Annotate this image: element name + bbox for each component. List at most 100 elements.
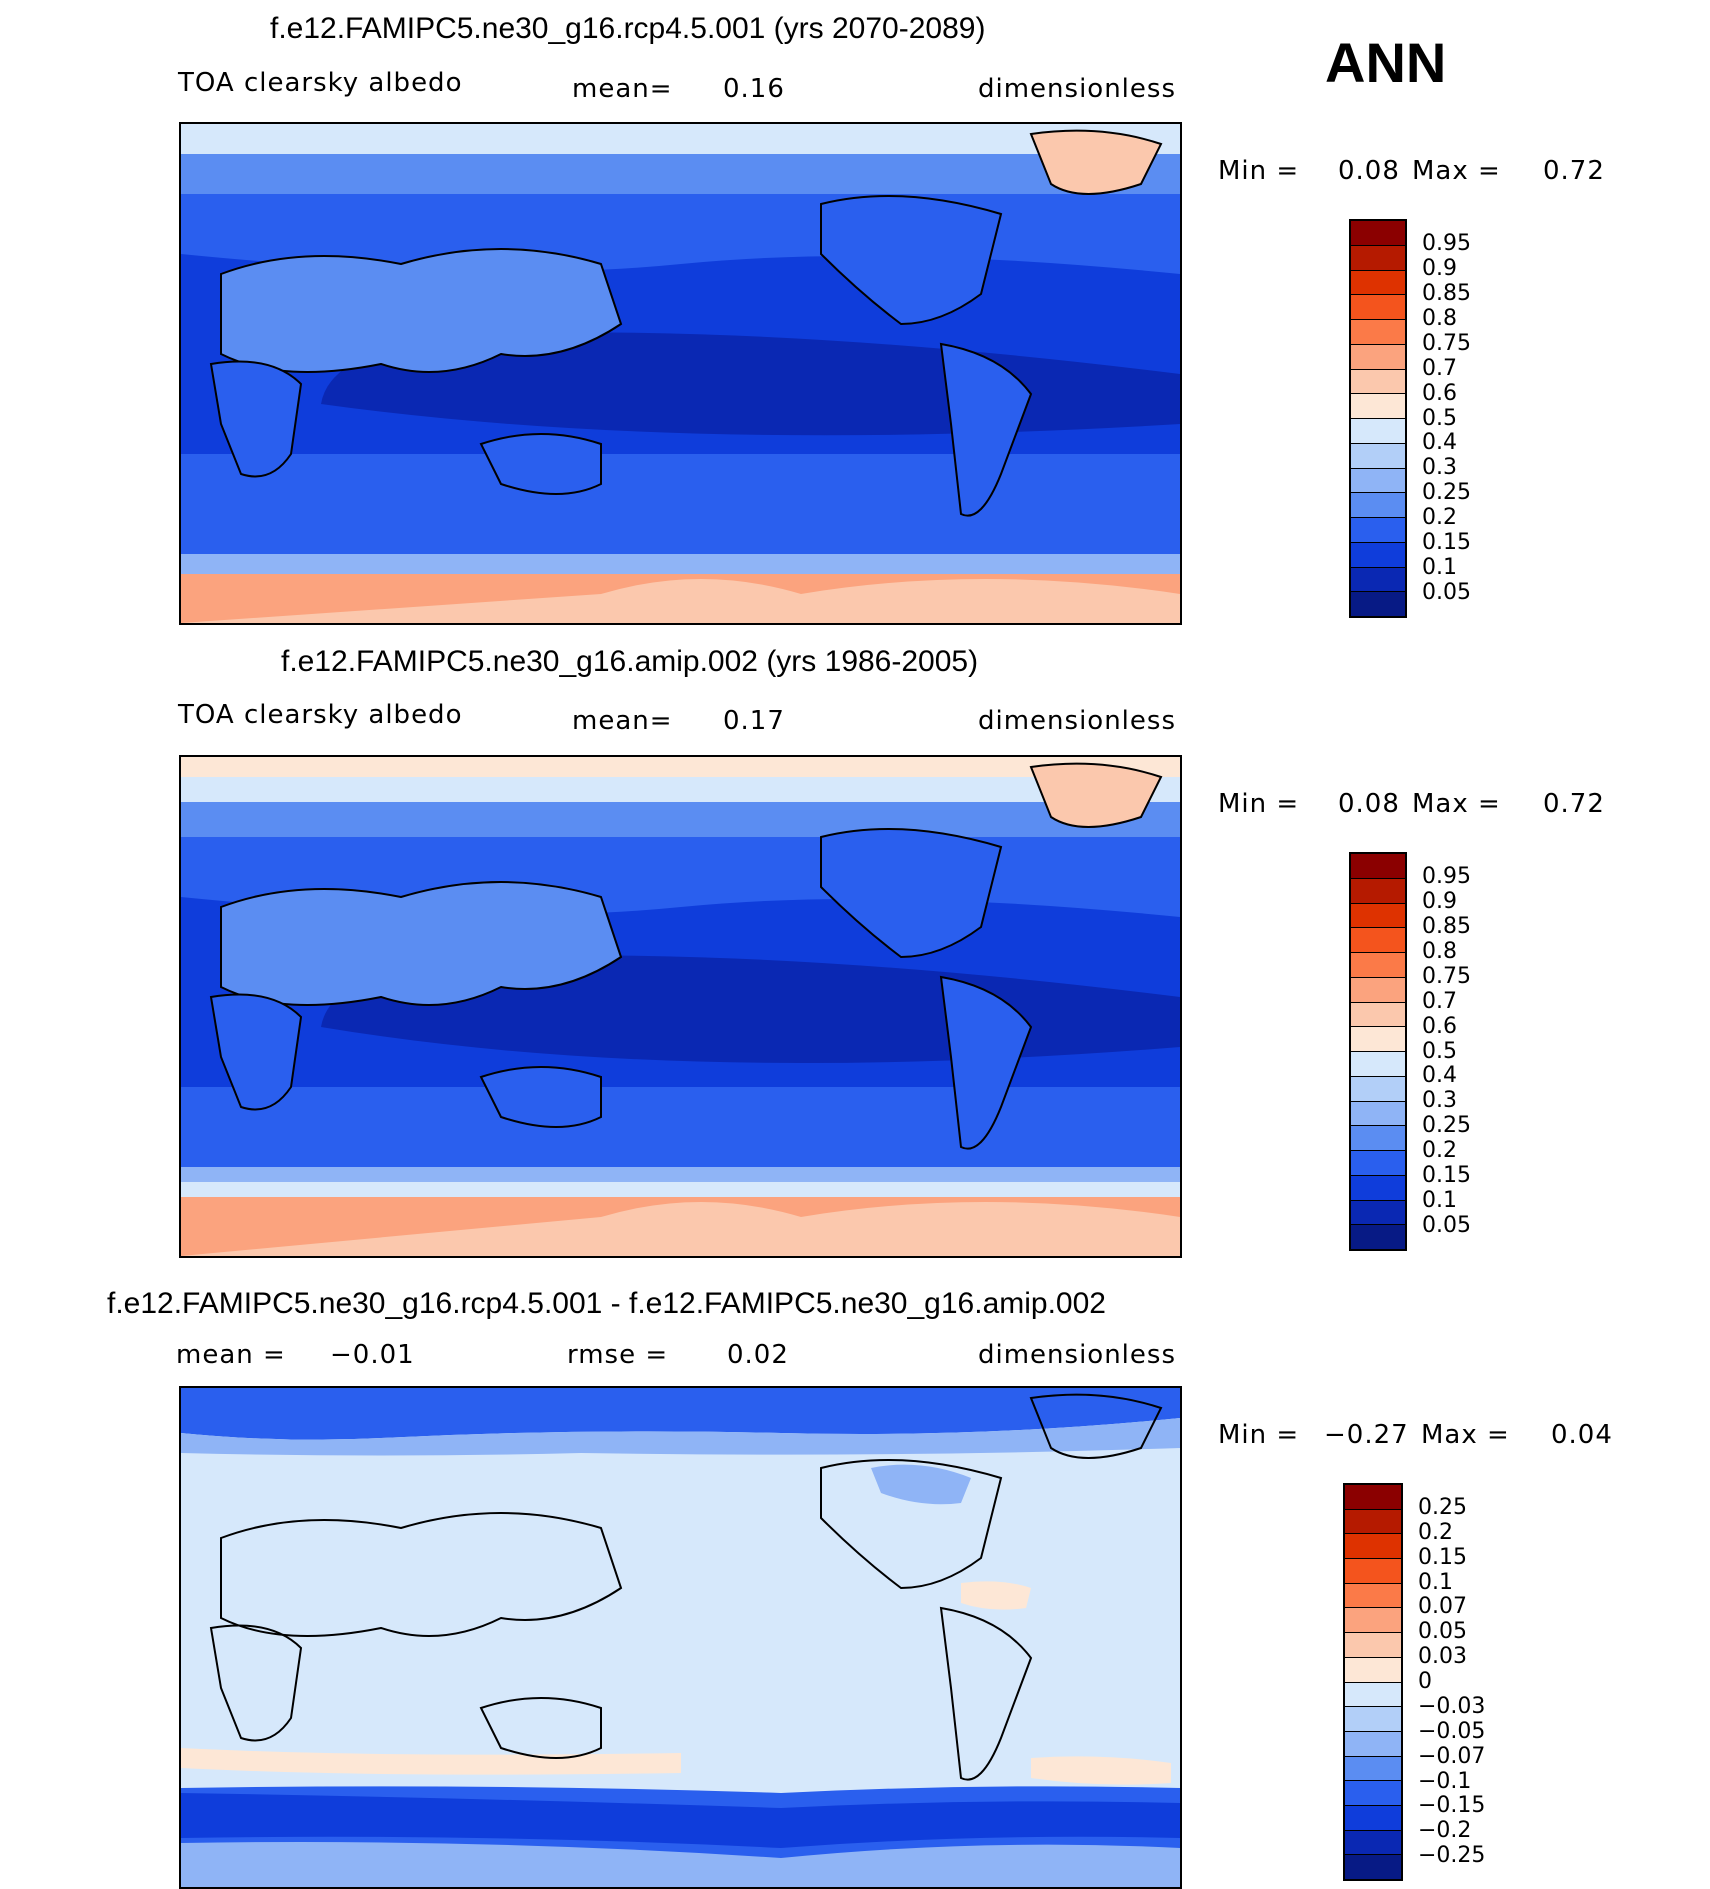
- colorbar-swatch: [1345, 1657, 1401, 1683]
- colorbar-tick-label: 0.8: [1422, 938, 1457, 964]
- panel-1-variable: TOA clearsky albedo: [178, 68, 463, 98]
- panel-3-colorbar-labels: 0.25 0.2 0.15 0.1 0.07 0.05 0.03 0 −0.03 −0.05 −0.…: [1418, 1483, 1508, 1881]
- panel-1-map: [179, 122, 1182, 625]
- colorbar-swatch: [1351, 977, 1405, 1003]
- colorbar-tick-label: −0.25: [1418, 1843, 1486, 1869]
- colorbar-tick-label: 0.1: [1418, 1569, 1453, 1595]
- panel-3-mean-label: mean =: [176, 1340, 286, 1370]
- colorbar-tick-label: 0.75: [1422, 963, 1471, 989]
- panel-3-rmse-label: rmse =: [567, 1340, 669, 1370]
- panel-2-max-value: 0.72: [1543, 789, 1605, 819]
- panel-2-mean-label: mean=: [572, 706, 673, 736]
- colorbar-tick-label: 0.3: [1422, 1088, 1457, 1114]
- colorbar-tick-label: 0.2: [1422, 505, 1457, 531]
- colorbar-swatch: [1351, 295, 1405, 320]
- colorbar-swatch: [1345, 1534, 1401, 1560]
- colorbar-tick-label: 0.7: [1422, 355, 1457, 381]
- season-label: ANN: [1325, 31, 1447, 94]
- colorbar-tick-label: 0.2: [1422, 1138, 1457, 1164]
- colorbar-swatch: [1351, 419, 1405, 444]
- colorbar-swatch: [1351, 1151, 1405, 1176]
- panel-3-min-value: −0.27: [1324, 1420, 1409, 1450]
- colorbar-swatch: [1345, 1781, 1401, 1806]
- colorbar-swatch: [1345, 1509, 1401, 1535]
- colorbar-tick-label: 0.9: [1422, 888, 1457, 914]
- panel-3-colorbar: [1343, 1483, 1403, 1881]
- colorbar-tick-label: 0.8: [1422, 305, 1457, 331]
- panel-3-max-value: 0.04: [1551, 1420, 1613, 1450]
- colorbar-swatch: [1345, 1756, 1401, 1782]
- colorbar-tick-label: −0.1: [1418, 1768, 1472, 1794]
- colorbar-tick-label: 0.6: [1422, 380, 1457, 406]
- colorbar-tick-label: 0.25: [1422, 480, 1471, 506]
- panel-3-units: dimensionless: [978, 1340, 1176, 1370]
- colorbar-swatch: [1351, 320, 1405, 345]
- colorbar-swatch: [1351, 854, 1405, 879]
- panel-1-colorbar: [1349, 219, 1407, 618]
- panel-2-colorbar-labels: 0.95 0.9 0.85 0.8 0.75 0.7 0.6 0.5 0.4 0.3 0.25 0.2…: [1422, 852, 1502, 1251]
- colorbar-swatch: [1351, 878, 1405, 904]
- panel-2-min-label: Min =: [1218, 789, 1300, 819]
- panel-2-max-label: Max =: [1412, 789, 1501, 819]
- colorbar-tick-label: 0.07: [1418, 1594, 1467, 1620]
- panel-1-min-label: Min =: [1218, 156, 1300, 186]
- colorbar-swatch: [1351, 1175, 1405, 1201]
- colorbar-swatch: [1351, 443, 1405, 469]
- colorbar-tick-label: 0.03: [1418, 1644, 1467, 1670]
- colorbar-tick-label: 0.1: [1422, 1188, 1457, 1214]
- colorbar-tick-label: 0.5: [1422, 405, 1457, 431]
- colorbar-swatch: [1351, 394, 1405, 419]
- colorbar-tick-label: 0.6: [1422, 1013, 1457, 1039]
- colorbar-swatch: [1345, 1583, 1401, 1609]
- panel-3-max-label: Max =: [1421, 1420, 1510, 1450]
- colorbar-swatch: [1345, 1707, 1401, 1732]
- colorbar-swatch: [1351, 1225, 1405, 1249]
- panel-1-max-value: 0.72: [1543, 156, 1605, 186]
- colorbar-tick-label: 0.05: [1422, 1213, 1471, 1239]
- panel-1-title: f.e12.FAMIPC5.ne30_g16.rcp4.5.001 (yrs 2…: [270, 12, 986, 45]
- colorbar-swatch: [1351, 1002, 1405, 1028]
- panel-1-min-value: 0.08: [1338, 156, 1400, 186]
- colorbar-swatch: [1351, 369, 1405, 395]
- colorbar-swatch: [1345, 1805, 1401, 1831]
- panel-2-min-value: 0.08: [1338, 789, 1400, 819]
- panel-3-title: f.e12.FAMIPC5.ne30_g16.rcp4.5.001 - f.e1…: [107, 1287, 1106, 1320]
- colorbar-swatch: [1351, 468, 1405, 494]
- colorbar-tick-label: 0.7: [1422, 988, 1457, 1014]
- colorbar-swatch: [1345, 1855, 1401, 1879]
- colorbar-swatch: [1351, 1076, 1405, 1102]
- panel-1-colorbar-labels: 0.95 0.9 0.85 0.8 0.75 0.7 0.6 0.5 0.4 0.3 0.25 0.2…: [1422, 219, 1502, 618]
- colorbar-tick-label: 0.5: [1422, 1038, 1457, 1064]
- colorbar-swatch: [1351, 1200, 1405, 1226]
- panel-1-map-field: [181, 124, 1180, 623]
- colorbar-tick-label: 0.3: [1422, 455, 1457, 481]
- colorbar-swatch: [1345, 1608, 1401, 1634]
- panel-3-min-label: Min =: [1218, 1420, 1300, 1450]
- colorbar-swatch: [1351, 1052, 1405, 1077]
- colorbar-tick-label: −0.05: [1418, 1718, 1486, 1744]
- panel-2-map-field: [181, 757, 1180, 1256]
- colorbar-tick-label: −0.15: [1418, 1793, 1486, 1819]
- colorbar-tick-label: 0.15: [1418, 1544, 1467, 1570]
- colorbar-tick-label: 0.1: [1422, 555, 1457, 581]
- colorbar-swatch: [1351, 221, 1405, 246]
- colorbar-tick-label: −0.03: [1418, 1693, 1486, 1719]
- colorbar-swatch: [1351, 518, 1405, 543]
- colorbar-tick-label: 0.25: [1418, 1494, 1467, 1520]
- panel-3-rmse-value: 0.02: [727, 1340, 789, 1370]
- colorbar-tick-label: 0.25: [1422, 1113, 1471, 1139]
- colorbar-tick-label: −0.07: [1418, 1743, 1486, 1769]
- colorbar-swatch: [1351, 542, 1405, 568]
- panel-2-variable: TOA clearsky albedo: [178, 700, 463, 730]
- colorbar-swatch: [1351, 245, 1405, 271]
- colorbar-tick-label: 0.2: [1418, 1519, 1453, 1545]
- colorbar-tick-label: 0.4: [1422, 1063, 1457, 1089]
- panel-3-mean-value: −0.01: [330, 1340, 415, 1370]
- colorbar-tick-label: 0.05: [1418, 1619, 1467, 1645]
- colorbar-tick-label: 0.05: [1422, 580, 1471, 606]
- colorbar-swatch: [1351, 1101, 1405, 1127]
- colorbar-swatch: [1351, 1027, 1405, 1052]
- colorbar-tick-label: 0.85: [1422, 280, 1471, 306]
- colorbar-tick-label: 0: [1418, 1669, 1432, 1694]
- panel-3-map: [179, 1386, 1182, 1889]
